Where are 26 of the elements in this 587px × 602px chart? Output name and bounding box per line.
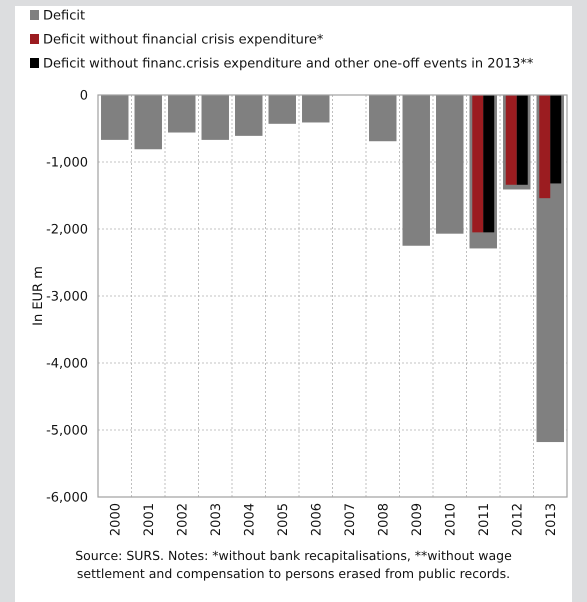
source-note: Source: SURS. Notes: *without bank recapitalisations, **without wage settlement and compensation to persons erased from public records. — [75, 548, 512, 581]
y-tick-label: -6,000 — [46, 490, 88, 506]
y-tick-label: -1,000 — [46, 156, 88, 171]
legend-label: Deficit without financial crisis expenditure* — [43, 32, 324, 48]
y-tick-label: -5,000 — [46, 424, 88, 439]
y-tick-label: -3,000 — [46, 290, 88, 305]
x-tick-label: 2005 — [276, 503, 291, 536]
x-tick-label: 2004 — [242, 503, 258, 536]
x-tick-label: 2009 — [410, 503, 425, 536]
legend-label: Deficit without financ.crisis expenditure and other one-off events in 2013** — [43, 56, 534, 72]
x-tick-label: 2002 — [175, 503, 190, 536]
y-tick-label: -4,000 — [46, 356, 88, 372]
x-tick-label: 2012 — [510, 503, 526, 536]
x-tick-label: 2001 — [142, 503, 157, 536]
x-tick-label: 2013 — [544, 503, 559, 536]
x-tick-label: 2008 — [376, 503, 392, 536]
legend-label: Deficit — [43, 8, 86, 24]
x-tick-label: 2010 — [443, 503, 458, 536]
x-tick-label: 2000 — [108, 503, 124, 536]
x-tick-label: 2011 — [476, 503, 492, 536]
y-tick-label: 0 — [80, 88, 88, 104]
x-tick-label: 2003 — [208, 503, 224, 536]
y-axis-title: In EUR m — [31, 266, 46, 326]
x-tick-label: 2007 — [342, 503, 358, 536]
x-tick-label: 2006 — [309, 503, 324, 536]
y-tick-label: -2,000 — [46, 222, 88, 238]
